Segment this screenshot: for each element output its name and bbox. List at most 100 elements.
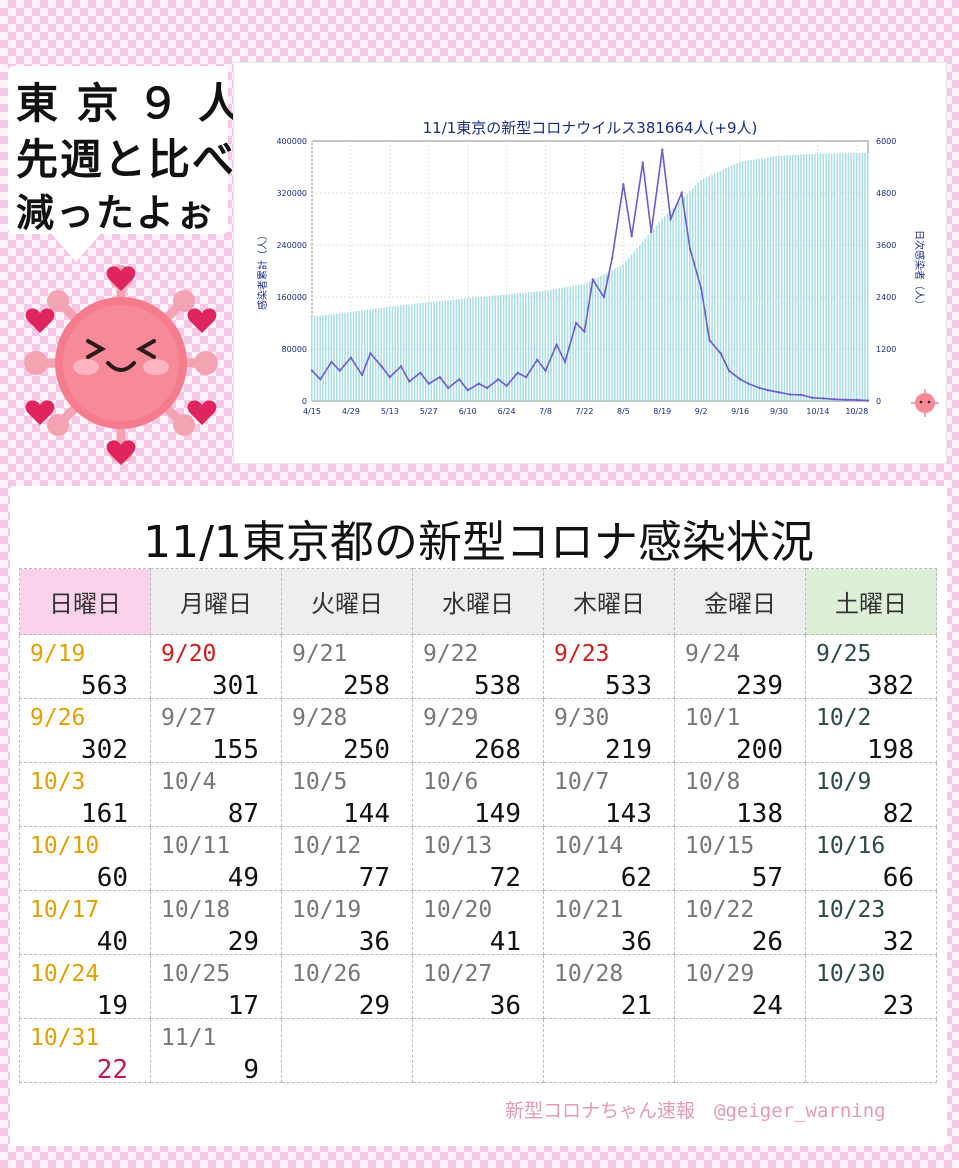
cumulative-bar	[689, 191, 691, 401]
daily-point	[399, 365, 403, 368]
cumulative-bar	[472, 297, 474, 401]
cumulative-bar	[680, 199, 683, 401]
weekday-header: 火曜日	[281, 568, 413, 635]
cumulative-bar	[830, 153, 833, 401]
day-count: 138	[736, 799, 783, 829]
cumulative-bar	[641, 241, 644, 401]
cumulative-bar	[483, 296, 485, 401]
cumulative-bar	[644, 238, 647, 401]
day-cell: 10/10 60	[19, 826, 151, 893]
daily-point	[369, 352, 372, 355]
y-tick-label: 80000	[282, 345, 307, 354]
daily-point	[447, 386, 450, 390]
cumulative-bar	[452, 299, 455, 401]
day-date: 10/23	[816, 897, 886, 923]
table-row: 9/26 302 9/27 155 9/28 250 9/29 268 9/30 219 10/1 2…	[19, 698, 937, 765]
cumulative-bar	[703, 178, 705, 401]
day-cell: 10/8 138	[674, 762, 806, 829]
cumulative-bar	[316, 315, 319, 401]
daily-point	[524, 375, 528, 379]
cumulative-bar	[725, 168, 727, 401]
day-cell: 9/26 302	[19, 698, 151, 765]
cumulative-bar	[422, 302, 424, 401]
cumulative-bar	[586, 282, 588, 401]
cumulative-bar	[444, 300, 446, 401]
cumulative-bar	[458, 299, 460, 401]
cumulative-bar	[388, 306, 391, 401]
day-count: 29	[227, 927, 259, 957]
cumulative-bar	[636, 248, 638, 401]
cumulative-bar	[330, 314, 333, 401]
daily-point	[563, 360, 567, 364]
day-count: 143	[605, 799, 652, 829]
cumulative-bar	[361, 310, 363, 401]
cumulative-bar	[436, 301, 438, 401]
day-count: 382	[867, 671, 914, 701]
day-count: 22	[96, 1055, 128, 1085]
day-cell	[805, 1018, 937, 1083]
daily-point	[758, 386, 761, 390]
cumulative-bar	[761, 158, 763, 401]
cumulative-bar	[822, 153, 825, 401]
cumulative-bar	[383, 307, 385, 401]
daily-point	[380, 365, 383, 368]
cumulative-bar	[589, 281, 591, 401]
cumulative-bar	[811, 153, 813, 401]
cumulative-bar	[630, 254, 633, 401]
day-count: 29	[358, 991, 390, 1021]
cumulative-bar	[347, 312, 349, 401]
chart-title: 11/1東京の新型コロナウイルス381664人(+9人)	[423, 119, 758, 137]
cumulative-bar	[697, 182, 699, 401]
cumulative-bar	[386, 307, 388, 401]
cumulative-bar	[425, 302, 427, 401]
cumulative-bar	[694, 185, 697, 401]
cumulative-bar	[430, 301, 433, 401]
cumulative-bar	[658, 222, 661, 401]
cumulative-bar	[380, 307, 383, 401]
day-date: 11/1	[161, 1025, 217, 1051]
daily-point	[485, 386, 489, 390]
day-count: 57	[751, 863, 783, 893]
cumulative-bar	[477, 297, 480, 401]
day-cell: 10/18 29	[150, 890, 282, 957]
cumulative-bar	[769, 156, 772, 401]
cumulative-bar	[864, 152, 866, 401]
cumulative-bar	[516, 293, 519, 401]
day-cell: 10/17 40	[19, 890, 151, 957]
daily-point	[388, 375, 392, 379]
day-date: 10/2	[816, 705, 872, 731]
cumulative-bar	[683, 196, 686, 401]
cumulative-bar	[705, 177, 708, 401]
weekday-header: 水曜日	[412, 568, 544, 635]
cumulative-bar	[461, 298, 463, 401]
day-count: 72	[489, 863, 521, 893]
cumulative-bar	[394, 306, 396, 401]
day-date: 10/22	[685, 897, 755, 923]
day-count: 301	[212, 671, 259, 701]
day-date: 9/30	[554, 705, 610, 731]
y2-tick-label: 2400	[876, 293, 896, 302]
x-tick-label: 9/2	[695, 407, 708, 416]
cumulative-bar	[794, 154, 797, 401]
day-cell: 10/21 36	[543, 890, 675, 957]
cumulative-bar	[855, 153, 858, 401]
x-tick-label: 9/16	[731, 407, 749, 416]
cumulative-bar	[333, 313, 335, 401]
day-cell: 10/4 87	[150, 762, 282, 829]
daily-point	[788, 393, 792, 396]
cumulative-bar	[416, 303, 419, 401]
daily-line	[310, 148, 870, 402]
weekday-header: 土曜日	[805, 568, 937, 635]
cumulative-bar	[466, 298, 469, 401]
cumulative-bar	[469, 298, 472, 401]
day-date: 10/6	[423, 769, 479, 795]
daily-point	[766, 388, 770, 392]
daily-point	[649, 230, 653, 234]
daily-point	[844, 398, 847, 401]
y2-axis-label: 日次感染者（人）	[913, 230, 926, 310]
cumulative-bar	[778, 155, 780, 401]
cumulative-bar	[867, 152, 869, 401]
day-count: 36	[489, 991, 521, 1021]
y-tick-label: 400000	[276, 137, 307, 146]
cumulative-bar	[828, 153, 830, 401]
